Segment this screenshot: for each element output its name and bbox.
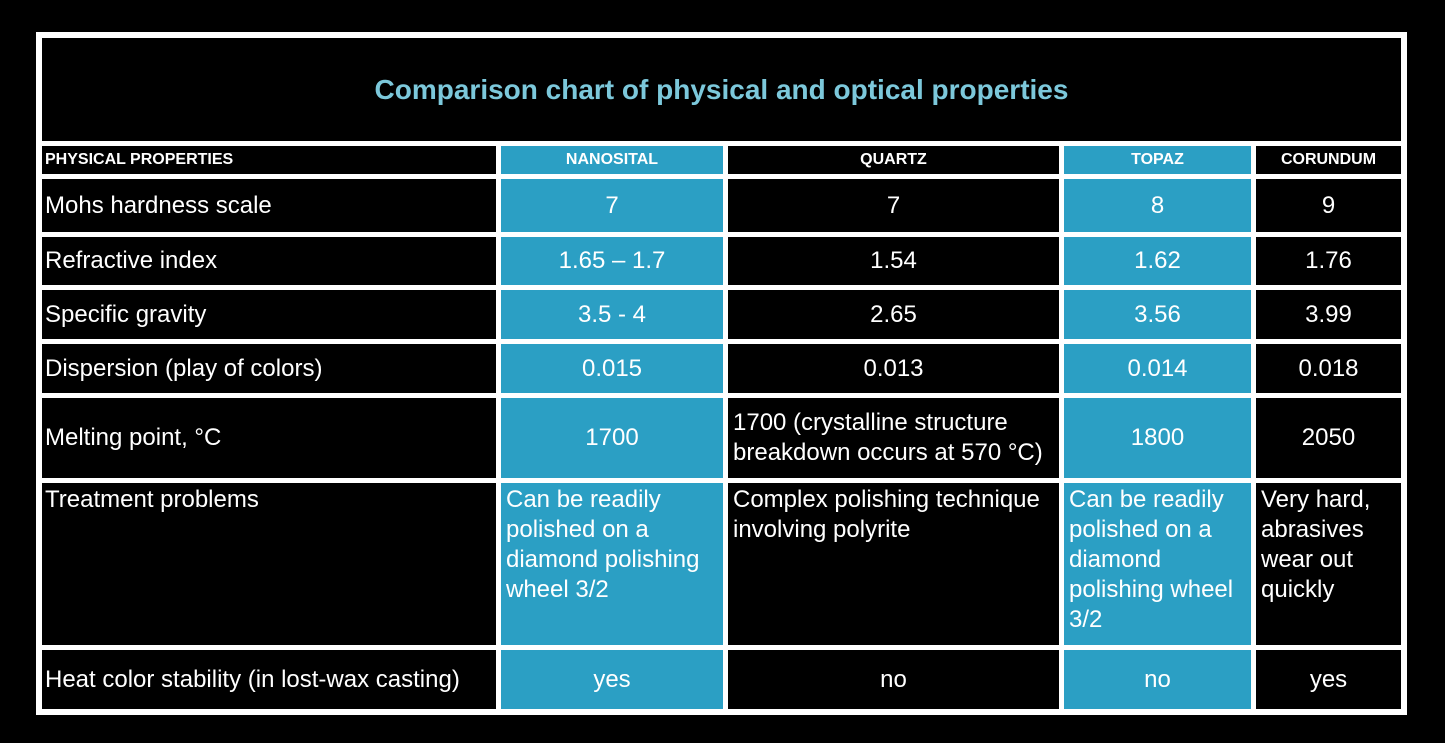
value-cell: 1.65 – 1.7	[501, 237, 723, 285]
value-cell: no	[728, 650, 1059, 709]
comparison-table: Comparison chart of physical and optical…	[36, 32, 1407, 715]
value-cell: 0.014	[1064, 344, 1251, 393]
column-header-physical-properties: PHYSICAL PROPERTIES	[42, 146, 496, 174]
property-cell: Mohs hardness scale	[42, 179, 496, 232]
value-cell: 9	[1256, 179, 1401, 232]
column-header-nanosital: NANOSITAL	[501, 146, 723, 174]
property-cell: Heat color stability (in lost-wax castin…	[42, 650, 496, 709]
value-cell: 0.018	[1256, 344, 1401, 393]
value-cell: yes	[501, 650, 723, 709]
value-cell: 2.65	[728, 290, 1059, 339]
value-cell: Very hard, abrasives wear out quickly	[1256, 483, 1401, 645]
property-cell: Melting point, °C	[42, 398, 496, 478]
value-cell: 3.56	[1064, 290, 1251, 339]
column-header-quartz: QUARTZ	[728, 146, 1059, 174]
column-header-corundum: CORUNDUM	[1256, 146, 1401, 174]
value-cell: Can be readily polished on a diamond pol…	[501, 483, 723, 645]
column-header-topaz: TOPAZ	[1064, 146, 1251, 174]
property-cell: Dispersion (play of colors)	[42, 344, 496, 393]
value-cell: 7	[501, 179, 723, 232]
value-cell: 1.76	[1256, 237, 1401, 285]
value-cell: 1700 (crystalline structure breakdown oc…	[728, 398, 1059, 478]
value-cell: 1800	[1064, 398, 1251, 478]
value-cell: Complex polishing technique involving po…	[728, 483, 1059, 645]
value-cell: 2050	[1256, 398, 1401, 478]
property-cell: Specific gravity	[42, 290, 496, 339]
value-cell: 7	[728, 179, 1059, 232]
value-cell: yes	[1256, 650, 1401, 709]
value-cell: Can be readily polished on a diamond pol…	[1064, 483, 1251, 645]
value-cell: 1.62	[1064, 237, 1251, 285]
value-cell: 8	[1064, 179, 1251, 232]
chart-title: Comparison chart of physical and optical…	[374, 74, 1069, 105]
value-cell: 1700	[501, 398, 723, 478]
value-cell: 3.99	[1256, 290, 1401, 339]
value-cell: no	[1064, 650, 1251, 709]
value-cell: 0.015	[501, 344, 723, 393]
value-cell: 3.5 - 4	[501, 290, 723, 339]
property-cell: Treatment problems	[42, 483, 496, 645]
value-cell: 1.54	[728, 237, 1059, 285]
value-cell: 0.013	[728, 344, 1059, 393]
property-cell: Refractive index	[42, 237, 496, 285]
title-block: Comparison chart of physical and optical…	[42, 38, 1401, 141]
